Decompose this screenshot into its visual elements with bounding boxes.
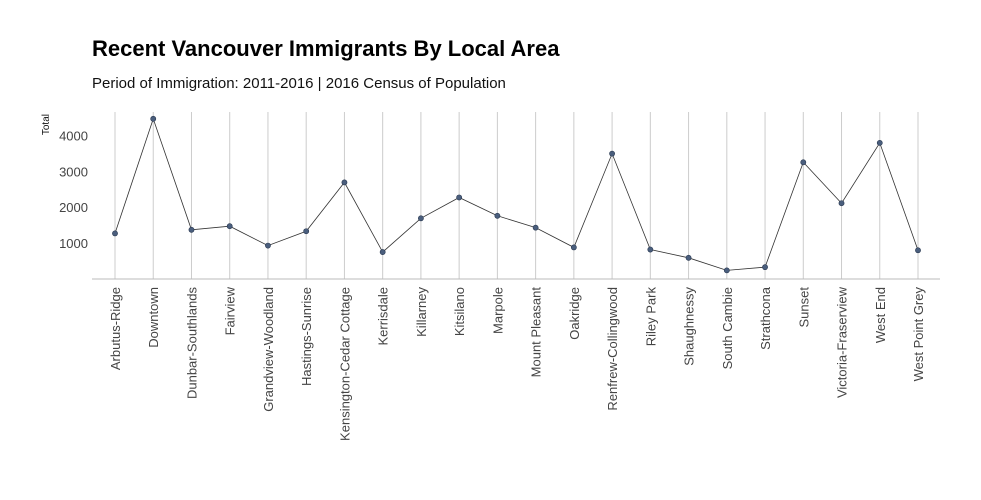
- x-tick-label: Strathcona: [758, 286, 773, 350]
- data-point: [418, 215, 424, 222]
- grid-lines: [114, 112, 919, 279]
- y-tick-label: 1000: [59, 236, 88, 251]
- x-tick-label: Downtown: [146, 287, 161, 348]
- x-tick-label: West Point Grey: [911, 287, 926, 382]
- x-tick-label: Kensington-Cedar Cottage: [337, 287, 352, 441]
- data-point: [303, 228, 310, 235]
- x-tick-label: Grandview-Woodland: [261, 287, 276, 412]
- x-tick-label: Victoria-Fraserview: [835, 286, 850, 398]
- data-point: [112, 230, 118, 237]
- x-tick-label: Kitsilano: [452, 287, 467, 336]
- series-line: [114, 117, 919, 271]
- data-point: [265, 242, 271, 249]
- y-tick-label: 2000: [59, 200, 88, 215]
- data-point: [609, 150, 615, 157]
- x-tick-label: Sunset: [796, 287, 811, 328]
- x-tick-label: South Cambie: [720, 287, 735, 369]
- tick-labels: 1000 2000 3000 4000 Total Arbutus-Ridge Downto…: [41, 114, 926, 441]
- data-point: [188, 226, 195, 233]
- data-point: [226, 223, 233, 230]
- y-tick-label: 4000: [59, 128, 88, 143]
- data-point: [570, 244, 577, 251]
- x-tick-label: Riley Park: [643, 287, 658, 347]
- data-point: [532, 224, 539, 231]
- x-tick-label: Kerrisdale: [376, 287, 391, 346]
- data-line: [114, 117, 919, 271]
- x-tick-label: Oakridge: [567, 287, 582, 340]
- data-point: [838, 200, 845, 207]
- data-point: [341, 179, 348, 186]
- x-tick-label: West End: [873, 287, 888, 343]
- data-point: [723, 267, 730, 274]
- data-point: [876, 139, 883, 146]
- data-point: [456, 194, 463, 201]
- data-point: [150, 115, 157, 122]
- data-points: [112, 115, 921, 274]
- y-tick-label: 3000: [59, 164, 88, 179]
- x-tick-label: Shaughnessy: [682, 287, 697, 366]
- x-tick-label: Renfrew-Collingwood: [605, 287, 620, 411]
- x-tick-label: Hastings-Sunrise: [299, 287, 314, 386]
- data-point: [494, 212, 501, 219]
- data-point: [647, 246, 654, 253]
- x-tick-label: Dunbar-Southlands: [184, 287, 199, 400]
- data-point: [685, 254, 692, 261]
- data-point: [800, 159, 807, 166]
- data-point: [379, 249, 386, 255]
- data-point: [915, 247, 921, 254]
- x-tick-label: Fairview: [223, 286, 238, 335]
- x-tick-label: Arbutus-Ridge: [108, 287, 123, 370]
- y-axis-label: Total: [41, 114, 52, 135]
- chart-title: Recent Vancouver Immigrants By Local Are…: [92, 36, 560, 61]
- chart-subtitle: Period of Immigration: 2011-2016 | 2016 …: [92, 75, 506, 92]
- x-tick-label: Marpole: [490, 287, 505, 334]
- x-tick-label: Killarney: [414, 287, 429, 337]
- data-point: [762, 264, 768, 271]
- x-tick-label: Mount Pleasant: [529, 287, 544, 378]
